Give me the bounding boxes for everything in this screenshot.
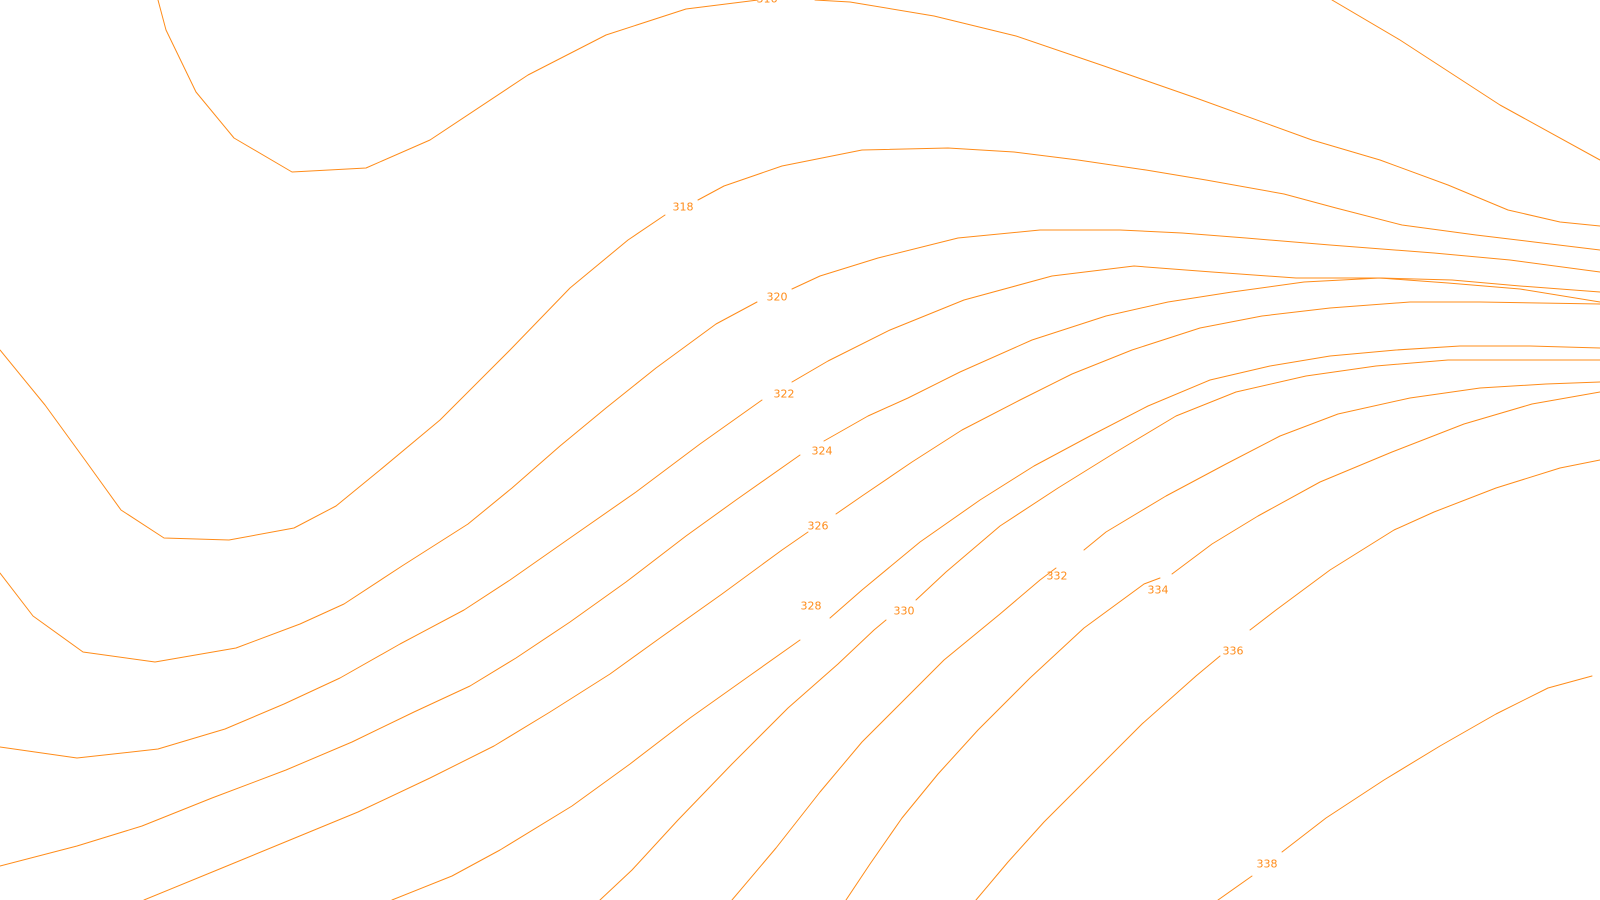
contour-label: 322	[774, 388, 795, 401]
contour-label: 336	[1223, 645, 1244, 658]
contour-line-upper-right	[1331, 0, 1600, 161]
contour-label: 338	[1257, 858, 1278, 871]
contour-line-320	[0, 265, 1600, 759]
contour-line-318	[0, 147, 1600, 541]
contour-line-330	[731, 381, 1600, 900]
contour-line-326	[391, 345, 1600, 900]
contour-label: 320	[767, 291, 788, 304]
contour-line-324	[143, 301, 1600, 900]
contour-label: 318	[673, 201, 694, 214]
contour-label: 328	[801, 600, 822, 613]
contour-line-328	[599, 359, 1600, 900]
contour-label: 334	[1148, 584, 1169, 597]
contour-line-322	[0, 277, 1600, 867]
contour-label: 324	[812, 445, 833, 458]
contour-label: 316	[757, 0, 778, 6]
contour-line-332	[845, 391, 1600, 900]
contour-line-318-lower	[0, 229, 1600, 663]
contour-line-316	[157, 0, 1600, 227]
contour-label: 326	[808, 520, 829, 533]
contour-line-334	[975, 459, 1600, 900]
contour-label: 330	[894, 605, 915, 618]
contour-labels: 316 318 320 322 324 326 328 330 332 334 336 338	[673, 0, 1278, 871]
contour-line-336	[1217, 675, 1593, 900]
contour-label: 332	[1047, 570, 1068, 583]
